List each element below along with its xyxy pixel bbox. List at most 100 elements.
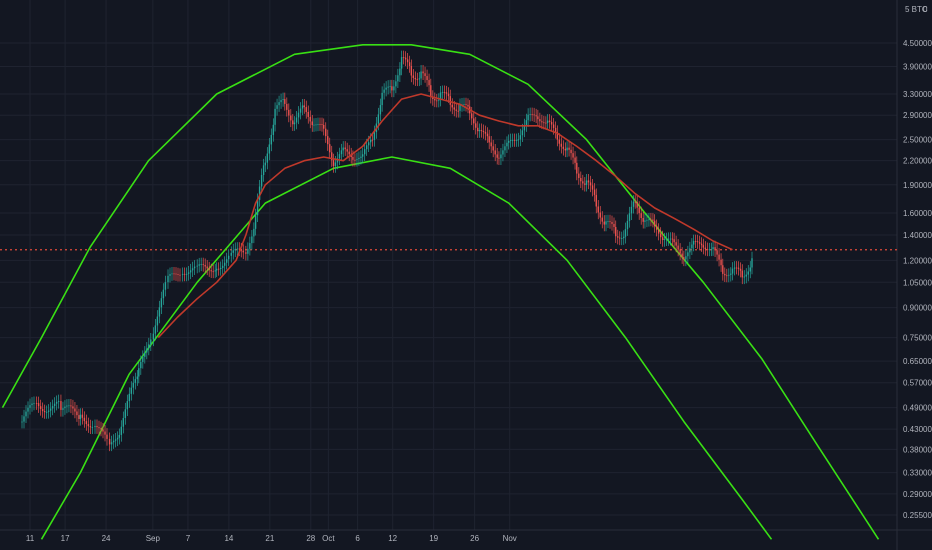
candle-body [21,421,23,423]
candle-body [377,114,380,124]
candle-body [741,270,743,278]
candle-body [39,406,42,409]
candle-body [451,104,453,108]
candle-body [687,252,689,257]
candle-body [457,110,459,112]
candle-body [597,206,599,213]
candle-body [700,243,703,246]
candle-body [416,79,419,81]
candle-body [393,86,395,91]
candle-body [511,139,514,141]
candle-body [68,405,70,407]
candle-body [418,78,421,80]
candle-body [694,241,697,242]
candle-body [311,121,313,126]
y-tick-label: 1.60000 [903,209,932,218]
candle-body [346,149,348,152]
candle-body [644,220,646,222]
candle-body [290,115,292,121]
candle-body [720,259,722,266]
candle-body [661,237,664,240]
candle-body [607,221,609,223]
candle-body [305,107,307,112]
candle-body [160,298,163,308]
candle-body [683,257,685,260]
candle-body [329,144,331,153]
candle-body [299,108,302,113]
candle-body [689,248,691,253]
candle-body [589,182,592,186]
candle-body [387,86,389,88]
candle-body [453,107,455,110]
candle-body [365,145,368,150]
y-tick-label: 1.20000 [903,256,932,265]
candle-body [55,401,58,404]
candle-body [731,268,734,274]
candle-body [253,228,255,237]
candle-body [677,245,679,250]
candle-body [27,407,29,412]
candle-body [173,273,175,275]
candle-body [118,434,121,438]
candle-body [292,120,294,125]
candle-body [591,185,594,190]
candle-body [89,426,92,428]
candle-body [230,252,232,256]
candle-body [363,149,366,155]
candle-body [120,426,123,435]
candle-body [650,219,652,221]
candle-body [227,255,230,260]
candle-body [136,376,139,380]
moving-average-line [157,93,733,339]
candle-body [652,219,654,221]
candle-body [657,229,660,234]
candle-body [722,265,724,274]
candle-body [447,93,450,97]
candle-body [232,250,234,253]
candle-body [545,122,547,124]
candle-body [671,238,674,240]
x-tick-label: 12 [388,534,397,543]
candle-body [331,152,333,161]
candle-body [504,146,506,151]
y-tick-label: 0.90000 [903,304,932,313]
candle-body [640,213,642,218]
candle-body [653,220,656,226]
candle-body [286,103,288,110]
candle-body [546,120,549,123]
candle-body [739,268,742,271]
candle-body [509,140,512,141]
x-tick-label: 26 [470,534,479,543]
candle-body [315,124,317,126]
candle-body [70,405,72,407]
candle-body [494,150,496,155]
candle-body [25,411,27,417]
candle-body [348,151,350,155]
candle-body [91,427,94,428]
candle-body [344,147,346,150]
candle-body [568,147,570,150]
candle-body [51,406,54,409]
candle-body [284,99,286,104]
candle-body [395,81,397,87]
candle-body [307,111,309,117]
candle-body [45,411,48,413]
candle-body [480,129,483,131]
x-tick-label: Sep [146,534,161,543]
candle-body [238,248,240,250]
candle-body [342,147,344,151]
candle-body [196,265,198,267]
candle-body [297,112,300,118]
candle-body [76,411,78,416]
outer-arc-line [1,44,880,540]
candle-body [439,92,442,100]
candle-body [128,393,131,402]
candle-body [164,282,167,290]
candle-body [517,139,520,141]
candle-body [482,130,485,133]
candle-body [397,75,399,82]
candle-body [338,154,341,159]
candle-body [325,128,327,137]
candle-body [708,249,711,251]
candle-body [247,248,249,254]
